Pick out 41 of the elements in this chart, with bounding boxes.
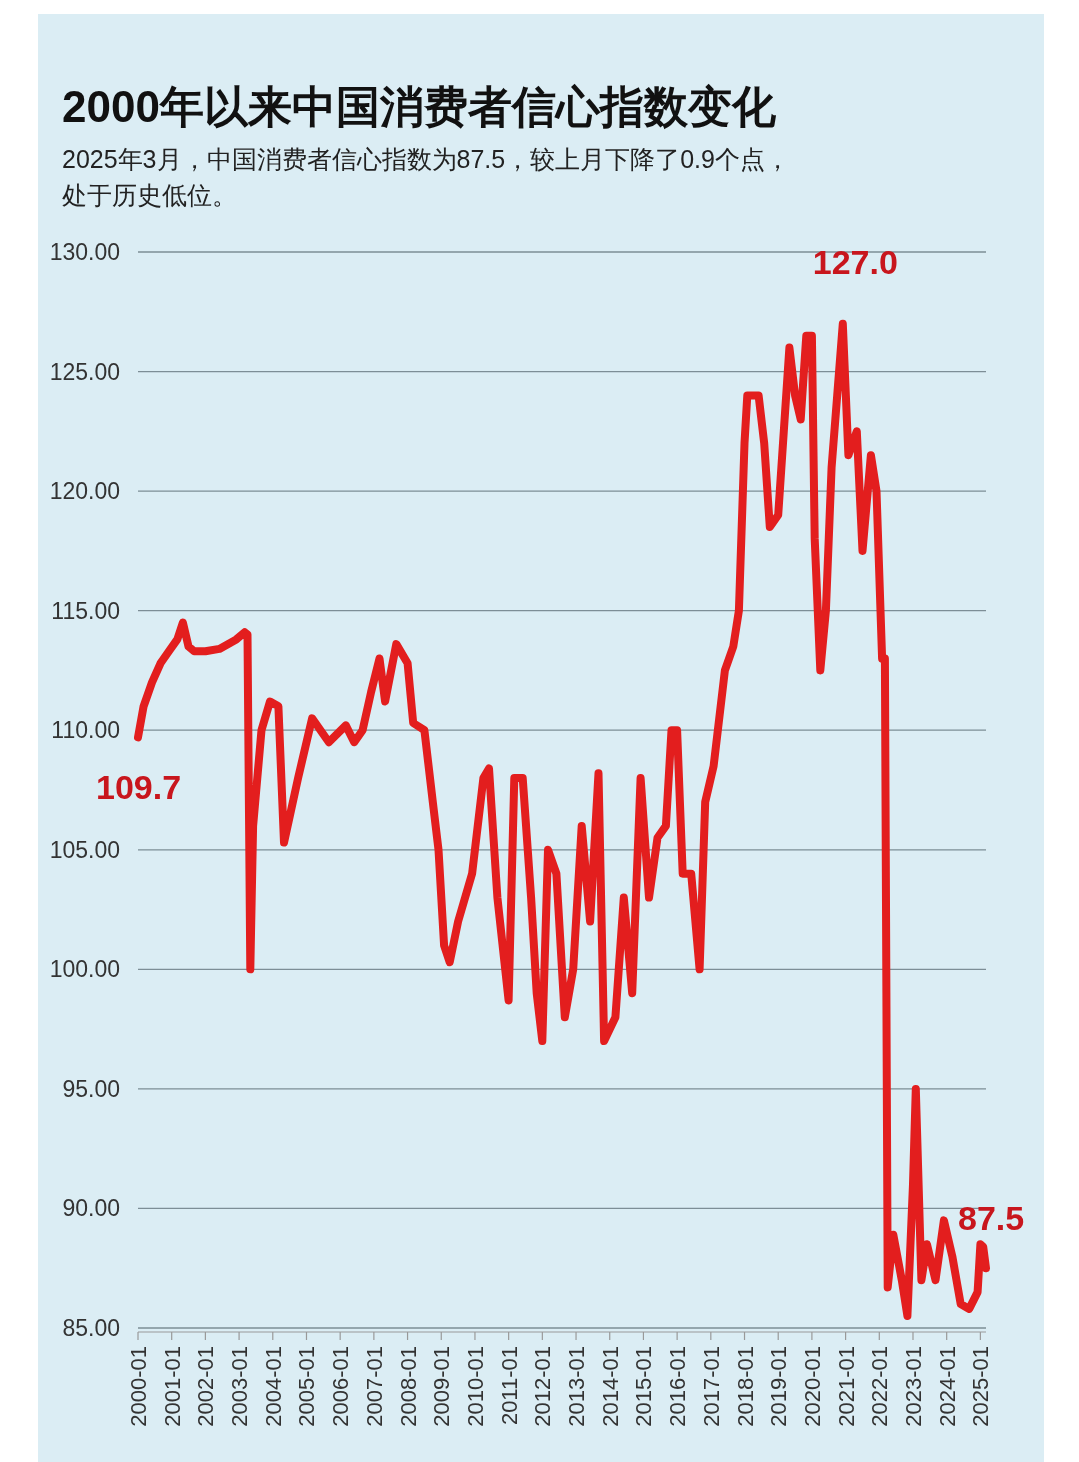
annotation: 127.0 [812,242,898,281]
x-tick-label: 2016-01 [665,1346,691,1427]
x-tick-label: 2017-01 [698,1346,724,1427]
x-tick-label: 2012-01 [530,1346,556,1427]
x-tick-label: 2019-01 [766,1346,792,1427]
x-tick-label: 2025-01 [968,1346,994,1427]
x-tick-label: 2011-01 [496,1346,522,1426]
x-tick-label: 2023-01 [900,1346,926,1427]
x-tick-label: 2006-01 [328,1346,354,1427]
x-tick-label: 2014-01 [597,1346,623,1427]
x-tick-label: 2015-01 [631,1346,657,1427]
x-tick-label: 2024-01 [934,1346,960,1427]
y-tick-label: 115.00 [51,597,120,624]
y-tick-label: 105.00 [49,836,120,863]
y-tick-label: 100.00 [49,956,120,983]
annotation: 109.7 [96,768,182,807]
x-tick-label: 2005-01 [294,1346,320,1427]
x-tick-label: 2000-01 [126,1346,151,1427]
x-tick-label: 2001-01 [159,1346,185,1427]
x-tick-label: 2021-01 [833,1346,859,1427]
x-tick-label: 2018-01 [732,1346,758,1427]
x-tick-label: 2010-01 [462,1346,488,1427]
x-tick-label: 2013-01 [564,1346,590,1427]
y-tick-label: 125.00 [49,358,120,385]
y-tick-label: 85.00 [62,1315,120,1341]
x-tick-label: 2008-01 [395,1346,421,1427]
x-tick-label: 2020-01 [799,1346,825,1427]
x-tick-label: 2009-01 [429,1346,455,1427]
chart-title: 2000年以来中国消费者信心指数变化 [62,82,777,131]
y-tick-label: 90.00 [62,1195,120,1222]
y-tick-label: 120.00 [49,478,120,505]
x-tick-label: 2007-01 [361,1346,387,1427]
x-tick-label: 2003-01 [227,1346,253,1427]
x-tick-label: 2022-01 [867,1346,893,1427]
x-tick-label: 2002-01 [193,1346,219,1427]
x-tick-label: 2004-01 [260,1346,286,1427]
y-tick-label: 95.00 [62,1075,120,1102]
annotation: 87.5 [958,1199,1025,1238]
y-tick-label: 130.00 [49,239,120,265]
chart-subtitle: 2025年3月，中国消费者信心指数为87.5，较上月下降了0.9个点，处于历史低位。 [62,145,790,209]
y-tick-label: 110.00 [51,717,120,744]
